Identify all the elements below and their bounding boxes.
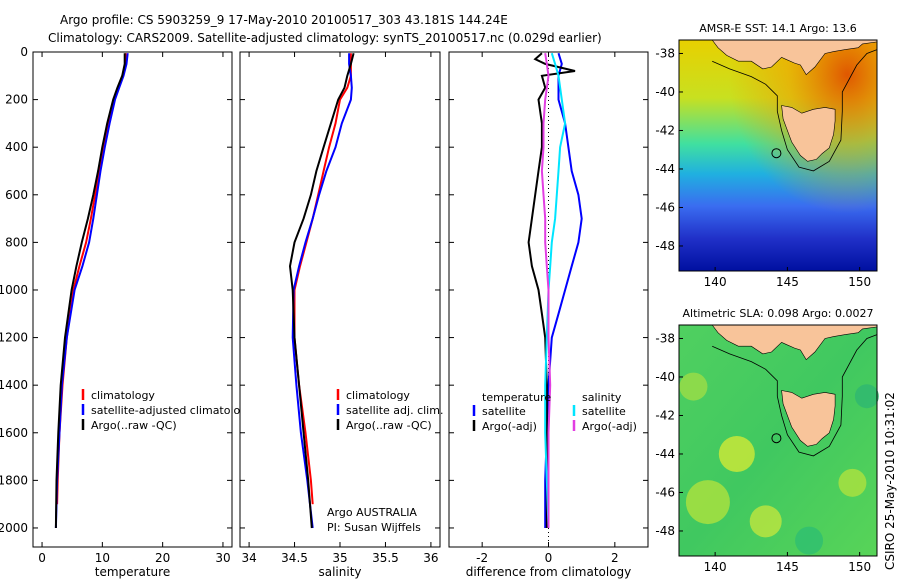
y-tick-label: -44 xyxy=(655,447,675,461)
y-tick-label: -46 xyxy=(655,200,675,214)
sla-anomaly-blob xyxy=(795,526,824,555)
map-title: Altimetric SLA: 0.098 Argo: 0.0027 xyxy=(682,307,873,320)
x-tick-label: 20 xyxy=(155,551,170,565)
x-tick-label: -2 xyxy=(476,551,488,565)
x-tick-label: 2 xyxy=(611,551,619,565)
y-tick-label: -38 xyxy=(655,46,675,60)
map-frame xyxy=(678,39,878,272)
series-line xyxy=(544,52,567,529)
x-tick-label: 150 xyxy=(848,560,871,574)
x-tick-label: 35 xyxy=(332,551,347,565)
mainland-land xyxy=(679,324,878,361)
legend-header: temperature xyxy=(482,391,551,404)
series-line xyxy=(544,52,583,528)
x-tick-label: 140 xyxy=(704,560,727,574)
x-tick-label: 0 xyxy=(38,551,46,565)
panel-annotation: PI: Susan Wijffels xyxy=(327,521,421,534)
x-tick-label: 34.5 xyxy=(281,551,308,565)
mainland-land xyxy=(679,39,878,76)
y-tick-label: 800 xyxy=(5,235,28,249)
y-tick-label: 1800 xyxy=(0,473,28,487)
salinity-panel: 34 34.5 35 35.5 36 salinity climatology satelli… xyxy=(239,51,443,579)
tasmania-land xyxy=(781,105,836,162)
y-tick-label: -38 xyxy=(655,331,675,345)
sla-anomaly-blob xyxy=(685,480,730,525)
y-tick-label: -40 xyxy=(655,85,675,99)
float-position-marker xyxy=(771,433,782,444)
x-axis-label: salinity xyxy=(318,565,361,579)
y-tick-label: 1400 xyxy=(0,378,28,392)
y-tick-label: 1000 xyxy=(0,283,28,297)
y-tick-label: -48 xyxy=(655,239,675,253)
plot-frame xyxy=(239,51,441,548)
series-line xyxy=(291,53,353,529)
y-tick-label: -48 xyxy=(655,524,675,538)
y-tick-label: -46 xyxy=(655,485,675,499)
legend-entry: climatology xyxy=(91,389,155,402)
side-label: CSIRO 25-May-2010 10:31:02 xyxy=(883,392,897,570)
plot-frame xyxy=(32,51,233,548)
tasmania-land xyxy=(781,390,836,447)
x-tick-label: 145 xyxy=(776,275,799,289)
y-tick-label: 400 xyxy=(5,140,28,154)
y-tick-label: -42 xyxy=(655,123,675,137)
legend-entry: Argo(-adj) xyxy=(482,420,537,433)
y-tick-label: 0 xyxy=(20,45,28,59)
header-line-1: Argo profile: CS 5903259_9 17-May-2010 2… xyxy=(60,13,508,27)
legend-entry: climatology xyxy=(346,389,410,402)
series-line xyxy=(54,53,129,529)
x-tick-label: 0 xyxy=(545,551,553,565)
legend-entry: satellite xyxy=(482,405,526,418)
sla-anomaly-blob xyxy=(718,435,755,472)
y-tick-label: -42 xyxy=(655,408,675,422)
series-line xyxy=(54,53,126,529)
legend-entry: Argo(-adj) xyxy=(582,420,637,433)
legend-header: salinity xyxy=(582,391,622,404)
temperature-panel: 0 10 20 30 0 200 400 600 800 1000 1200 1400 1600 1800… xyxy=(0,45,254,579)
sla-anomaly-blob xyxy=(749,505,782,538)
sst-warm-patch xyxy=(679,40,877,271)
sst-map-panel: 140 145 150 -38 -40 -42 -44 -46 -48 AMSR-E SST: 1… xyxy=(655,22,878,289)
shelf-contour xyxy=(712,49,878,172)
y-tick-label: -44 xyxy=(655,162,675,176)
legend-entry: satellite xyxy=(582,405,626,418)
x-axis-label: difference from climatology xyxy=(466,565,632,579)
header-line-2: Climatology: CARS2009. Satellite-adjuste… xyxy=(48,31,602,45)
legend-entry: satellite-adjusted climatology xyxy=(91,404,254,417)
legend-entry: satellite adj. clim. xyxy=(346,404,443,417)
x-axis-label: temperature xyxy=(95,565,170,579)
shelf-contour xyxy=(712,334,878,457)
y-tick-label: 1600 xyxy=(0,426,28,440)
series-line xyxy=(540,53,552,528)
x-tick-label: 36 xyxy=(423,551,438,565)
sla-anomaly-blob xyxy=(854,384,879,409)
sla-anomaly-blob xyxy=(679,372,708,401)
legend-entry: Argo(..raw -QC) xyxy=(91,419,177,432)
y-tick-label: 600 xyxy=(5,188,28,202)
y-tick-label: -40 xyxy=(655,370,675,384)
x-tick-label: 30 xyxy=(215,551,230,565)
y-tick-label: 200 xyxy=(5,93,28,107)
x-tick-label: 150 xyxy=(848,275,871,289)
x-tick-label: 145 xyxy=(776,560,799,574)
panel-annotation: Argo AUSTRALIA xyxy=(327,506,417,519)
sla-map-panel: 140 145 150 -38 -40 -42 -44 -46 -48 Altimetric SL… xyxy=(655,307,879,574)
legend-entry: Argo(..raw -QC) xyxy=(346,419,432,432)
x-tick-label: 35.5 xyxy=(372,551,399,565)
float-position-marker xyxy=(771,148,782,159)
y-tick-label: 2000 xyxy=(0,521,28,535)
sla-anomaly-blob xyxy=(838,468,867,497)
y-tick-label: 1200 xyxy=(0,331,28,345)
x-tick-label: 10 xyxy=(95,551,110,565)
map-title: AMSR-E SST: 14.1 Argo: 13.6 xyxy=(699,22,857,35)
series-line xyxy=(288,52,355,529)
x-tick-label: 34 xyxy=(241,551,256,565)
map-frame xyxy=(678,324,878,557)
x-tick-label: 140 xyxy=(704,275,727,289)
